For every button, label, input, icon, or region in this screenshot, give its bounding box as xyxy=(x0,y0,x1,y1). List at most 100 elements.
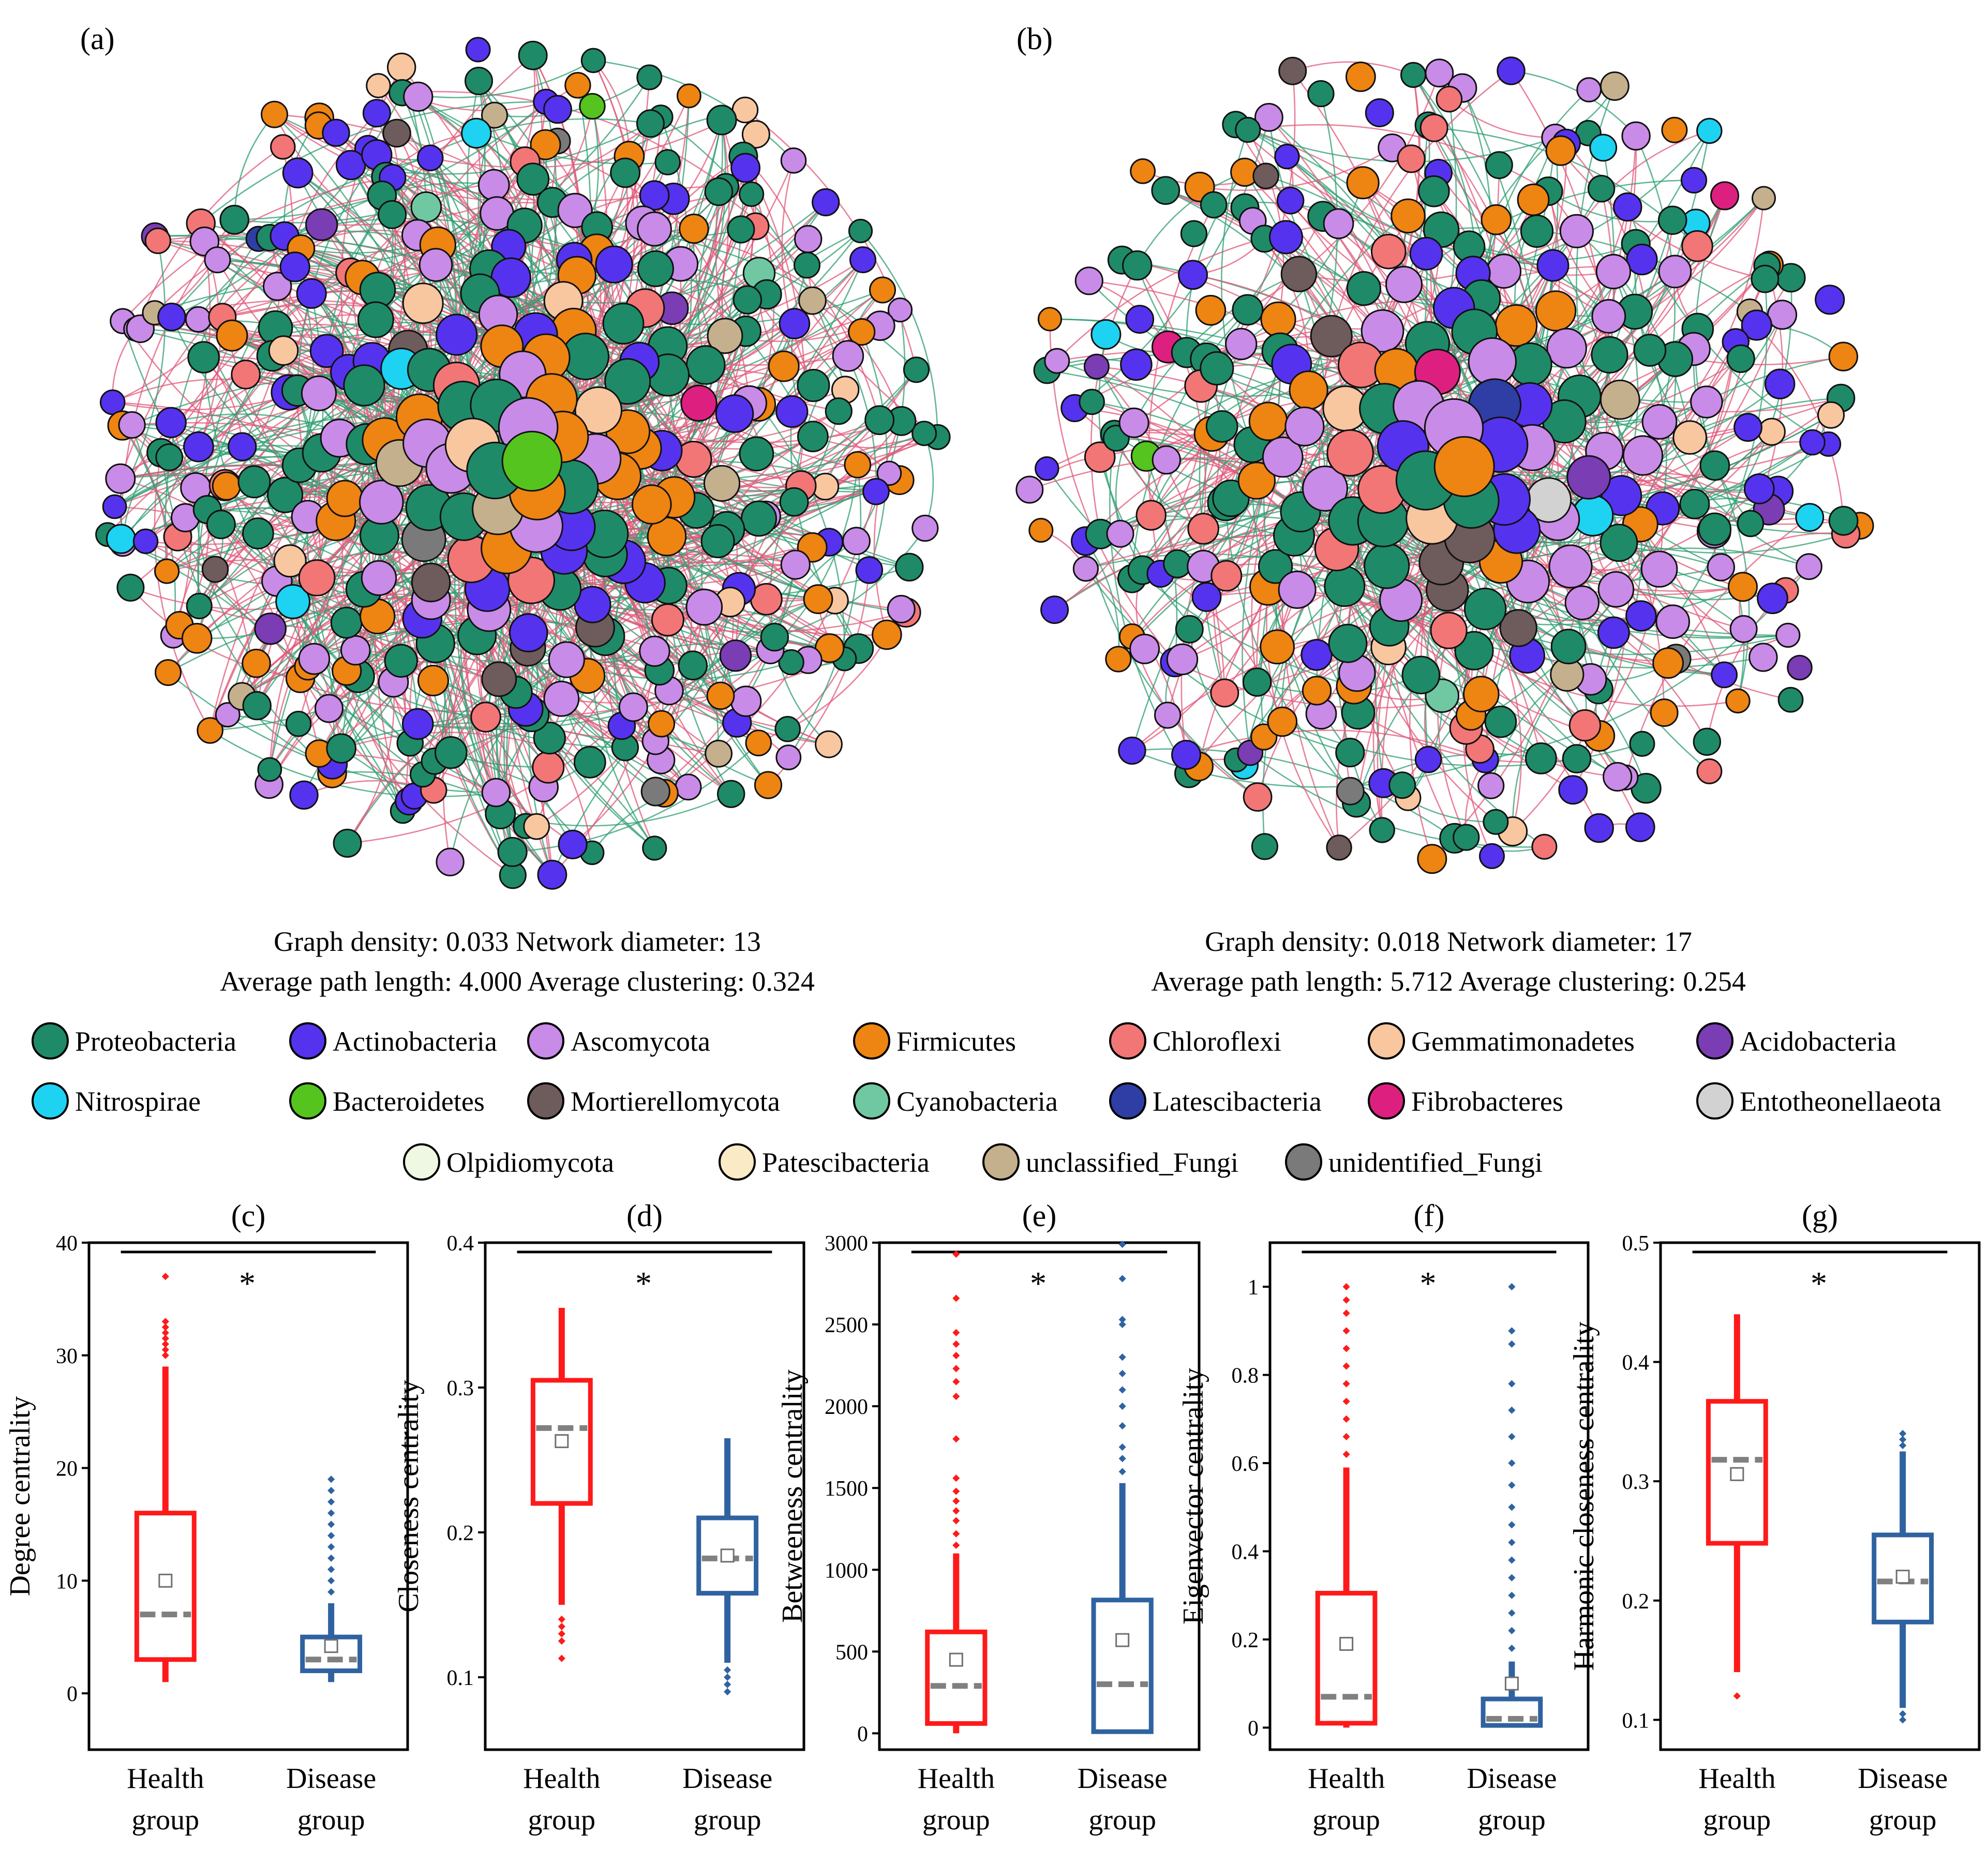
y-tick-label: 0.6 xyxy=(1232,1452,1259,1476)
network-node xyxy=(1726,344,1755,373)
network-node xyxy=(639,635,670,667)
boxplot-f: (f) 0 0.2 0.4 0.6 0.8 1 Eigenvector centrality *… xyxy=(1177,1199,1590,1836)
legend-olpidiomycota-swatch xyxy=(403,1143,440,1181)
network-node xyxy=(1210,560,1243,592)
network-node xyxy=(705,739,733,768)
network-node xyxy=(675,773,702,801)
outlier-point xyxy=(1342,1309,1350,1317)
network-node xyxy=(849,246,876,274)
y-tick-label: 0 xyxy=(67,1682,78,1706)
network-node xyxy=(651,603,684,637)
network-node xyxy=(1680,167,1708,193)
network-node xyxy=(1200,191,1228,219)
network-edge xyxy=(1658,421,1810,568)
outlier-point xyxy=(327,1475,335,1483)
network-node xyxy=(1479,843,1505,869)
network-node xyxy=(604,358,651,405)
network-node xyxy=(102,494,127,519)
outlier-point xyxy=(1118,1275,1126,1283)
legend-patescibacteria-label: Patescibacteria xyxy=(762,1147,930,1178)
network-node xyxy=(1028,518,1054,543)
network-node xyxy=(754,771,783,799)
network-node xyxy=(1600,524,1638,562)
network-node xyxy=(1433,436,1495,497)
network-node xyxy=(632,484,672,525)
legend-olpidiomycota-label: Olpidiomycota xyxy=(446,1147,614,1178)
x-tick-label: group xyxy=(1869,1804,1937,1836)
network-node xyxy=(155,659,182,686)
network-edge xyxy=(758,404,845,659)
legend-acidobacteria-swatch xyxy=(1696,1022,1733,1060)
network-node xyxy=(1323,208,1354,240)
network-node xyxy=(204,246,231,274)
network-edge xyxy=(592,60,635,324)
network-node xyxy=(401,708,434,740)
plot-frame xyxy=(878,1241,1201,1751)
x-tick-label: group xyxy=(132,1804,200,1836)
network-edge xyxy=(269,501,382,770)
legend-nitrospirae-swatch xyxy=(32,1082,69,1120)
network-edge xyxy=(1199,147,1393,191)
network-node xyxy=(197,717,223,744)
network-node xyxy=(1625,600,1657,632)
box-health xyxy=(925,1250,988,1734)
network-node xyxy=(1418,175,1450,207)
x-tick-label: Disease xyxy=(1858,1763,1948,1795)
outlier-point xyxy=(1342,1345,1350,1352)
network-node xyxy=(263,272,292,301)
outlier-point xyxy=(952,1435,960,1443)
network-node xyxy=(1817,401,1845,429)
network-node xyxy=(1262,436,1304,478)
network-node xyxy=(237,465,271,499)
network-node xyxy=(1587,175,1616,203)
network-node xyxy=(322,118,350,147)
network-node xyxy=(703,465,741,502)
network-node xyxy=(1477,772,1505,799)
network-node xyxy=(1484,705,1517,738)
outlier-point xyxy=(558,1630,565,1638)
network-node xyxy=(1326,834,1352,861)
outlier-point xyxy=(1508,1327,1516,1335)
network-edge xyxy=(362,228,695,289)
network-node xyxy=(1795,503,1825,532)
legend-bacteroidetes-label: Bacteroidetes xyxy=(333,1086,485,1117)
network-node xyxy=(639,180,670,211)
outlier-point xyxy=(952,1378,960,1385)
network-edge xyxy=(289,560,514,876)
y-tick-label: 0.1 xyxy=(1622,1709,1650,1733)
network-node xyxy=(1655,604,1690,639)
network-node xyxy=(481,778,511,808)
panel-label: (e) xyxy=(1022,1199,1057,1233)
network-node xyxy=(105,463,136,494)
network-node xyxy=(1562,744,1592,773)
network-node xyxy=(1280,256,1318,292)
outlier-point xyxy=(161,1318,169,1325)
network-node xyxy=(1454,631,1494,670)
network-edge xyxy=(145,241,211,542)
network-node xyxy=(242,648,271,678)
outlier-point xyxy=(1118,1403,1126,1410)
network-node xyxy=(717,780,745,808)
outlier-point xyxy=(1508,1283,1516,1291)
network-node xyxy=(580,48,606,73)
network-edge xyxy=(774,528,926,638)
legend-entotheonellaeota-label: Entotheonellaeota xyxy=(1740,1086,1941,1117)
network-edge xyxy=(788,465,862,758)
network-node xyxy=(1260,629,1295,665)
outlier-point xyxy=(952,1497,960,1505)
y-tick-label: 3000 xyxy=(825,1232,868,1256)
network-node xyxy=(509,613,548,652)
network-node xyxy=(1235,116,1261,143)
legend-mortierellomycota-label: Mortierellomycota xyxy=(571,1086,780,1117)
outlier-point xyxy=(1342,1397,1350,1405)
network-edge xyxy=(666,536,747,702)
x-tick-label: group xyxy=(922,1804,990,1836)
network-node xyxy=(1365,98,1394,127)
mean-marker xyxy=(1504,1676,1519,1691)
network-node xyxy=(637,250,674,287)
network-node xyxy=(315,694,343,723)
network-edge xyxy=(1109,434,1190,774)
network-node xyxy=(1388,771,1416,799)
y-tick-label: 0.1 xyxy=(447,1666,474,1690)
network-node xyxy=(557,192,593,228)
